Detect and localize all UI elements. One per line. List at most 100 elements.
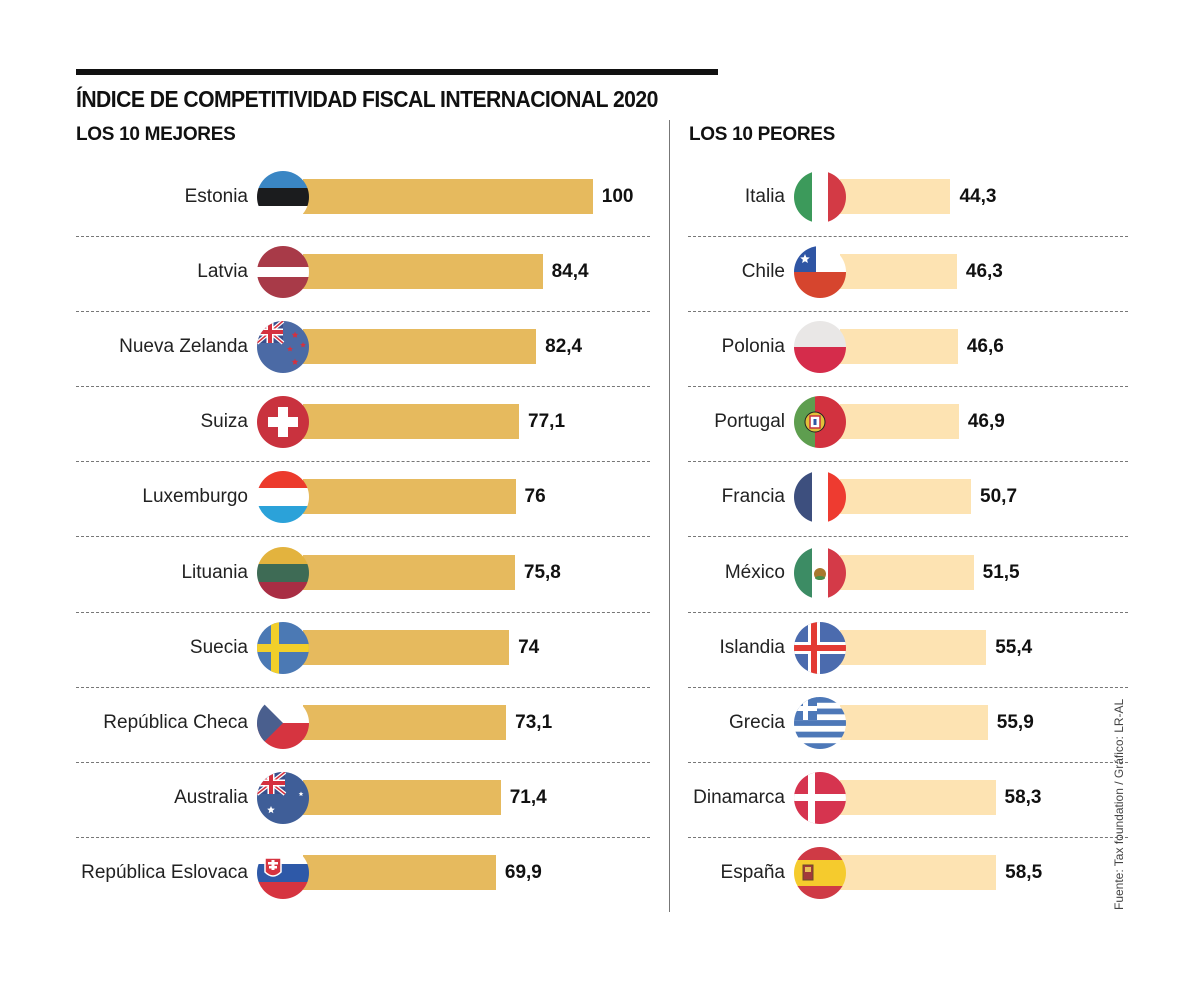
denmark-flag-icon	[794, 771, 846, 824]
worst-row: Polonia 46,6	[0, 321, 1200, 374]
best-row: Australia 71,4	[0, 771, 1200, 824]
worst-value-label: 46,9	[967, 411, 1005, 433]
panel-divider	[669, 120, 670, 912]
worst-country-label: Chile	[741, 261, 785, 283]
worst-value-label: 58,3	[1004, 786, 1042, 808]
worst-country-label: España	[720, 861, 785, 883]
best-row: Latvia 84,4	[0, 246, 1200, 299]
best-row-separator	[76, 311, 650, 313]
best-row: Lituania 75,8	[0, 546, 1200, 599]
best-row: República Checa 73,1	[0, 696, 1200, 749]
worst-country-label: Grecia	[729, 711, 785, 733]
best-bar	[303, 329, 537, 365]
worst-country-label: Islandia	[719, 636, 786, 658]
worst-bar	[840, 779, 996, 815]
iceland-flag-icon	[794, 621, 846, 674]
worst-value-label: 58,5	[1005, 861, 1043, 883]
best-bar	[303, 179, 593, 214]
worst-bar	[840, 629, 987, 665]
best-bar	[303, 554, 515, 590]
worst-row-separator	[688, 386, 1128, 388]
best-row-separator	[76, 836, 650, 838]
poland-flag-icon	[794, 321, 846, 374]
worst-row-separator	[688, 236, 1128, 237]
worst-row: Italia 44,3	[0, 171, 1200, 223]
source-note: Fuente: Tax foundation / Gráfico: LR-AL	[1112, 698, 1126, 910]
worst-country-label: México	[724, 561, 785, 583]
best-value-label: 71,4	[509, 786, 547, 808]
best-bar	[303, 629, 510, 665]
best-value-label: 84,4	[551, 261, 589, 283]
worst-bar	[840, 254, 957, 290]
worst-value-label: 55,9	[996, 711, 1034, 733]
worst-country-label: Italia	[744, 186, 785, 207]
best-bar	[303, 254, 543, 290]
chart-title: ÍNDICE DE COMPETITIVIDAD FISCAL INTERNAC…	[76, 86, 658, 112]
worst-row: Islandia 55,4	[0, 621, 1200, 674]
luxembourg-flag-icon	[257, 471, 309, 524]
worst-value-label: 50,7	[980, 486, 1018, 508]
worst-row: Chile 46,3	[0, 246, 1200, 299]
best-row: República Eslovaca 69,9	[0, 846, 1200, 899]
worst-bar	[840, 479, 972, 515]
worst-row-separator	[688, 761, 1128, 763]
best-bar	[303, 854, 496, 890]
worst-bar	[840, 329, 958, 365]
best-country-label: República Checa	[103, 711, 248, 733]
best-value-label: 76	[524, 486, 546, 508]
best-bar	[303, 479, 516, 515]
worst-bar	[840, 404, 959, 440]
best-country-label: Luxemburgo	[142, 486, 248, 508]
worst-row: Portugal 46,9	[0, 396, 1200, 449]
worst-subtitle: LOS 10 PEORES	[689, 124, 836, 145]
best-row-separator	[76, 611, 650, 613]
latvia-flag-icon	[257, 246, 309, 299]
best-bar	[303, 404, 520, 440]
best-row-separator	[76, 461, 650, 463]
worst-country-label: Francia	[721, 486, 785, 508]
best-country-label: Australia	[174, 786, 248, 808]
best-bar	[303, 779, 501, 815]
best-row-separator	[76, 536, 650, 538]
slovakia-flag-icon	[257, 846, 309, 899]
worst-row: México 51,5	[0, 546, 1200, 599]
best-bar	[303, 704, 507, 740]
worst-value-label: 46,6	[966, 336, 1004, 358]
worst-row-separator	[688, 536, 1128, 538]
worst-value-label: 44,3	[959, 186, 997, 207]
worst-bar	[840, 179, 951, 214]
portugal-flag-icon	[794, 396, 846, 449]
best-value-label: 69,9	[504, 861, 542, 883]
best-value-label: 75,8	[523, 561, 561, 583]
worst-row: Dinamarca 58,3	[0, 771, 1200, 824]
worst-country-label: Dinamarca	[693, 786, 785, 808]
worst-bar	[840, 704, 988, 740]
worst-row: Francia 50,7	[0, 471, 1200, 524]
sweden-flag-icon	[257, 621, 309, 674]
spain-flag-icon	[794, 846, 846, 899]
best-row: Luxemburgo 76	[0, 471, 1200, 524]
lithuania-flag-icon	[257, 546, 309, 599]
greece-flag-icon	[794, 696, 846, 749]
worst-bar	[840, 554, 974, 590]
worst-bar	[840, 854, 997, 890]
australia-flag-icon	[257, 771, 309, 824]
best-value-label: 74	[518, 636, 540, 658]
worst-row-separator	[688, 461, 1128, 463]
best-country-label: Suecia	[189, 636, 248, 658]
worst-row-separator	[688, 686, 1128, 688]
best-row: Estonia 100	[0, 171, 1200, 223]
worst-country-label: Portugal	[714, 411, 785, 433]
best-row-separator	[76, 236, 650, 237]
best-value-label: 73,1	[515, 711, 553, 733]
new-zealand-flag-icon	[257, 321, 309, 374]
best-country-label: Estonia	[184, 186, 248, 207]
worst-row-separator	[688, 311, 1128, 313]
best-value-label: 100	[601, 186, 634, 207]
best-country-label: Suiza	[200, 411, 248, 433]
worst-value-label: 55,4	[995, 636, 1033, 658]
estonia-flag-icon	[257, 171, 309, 223]
worst-country-label: Polonia	[721, 336, 785, 358]
switzerland-flag-icon	[257, 396, 309, 449]
france-flag-icon	[794, 471, 846, 524]
